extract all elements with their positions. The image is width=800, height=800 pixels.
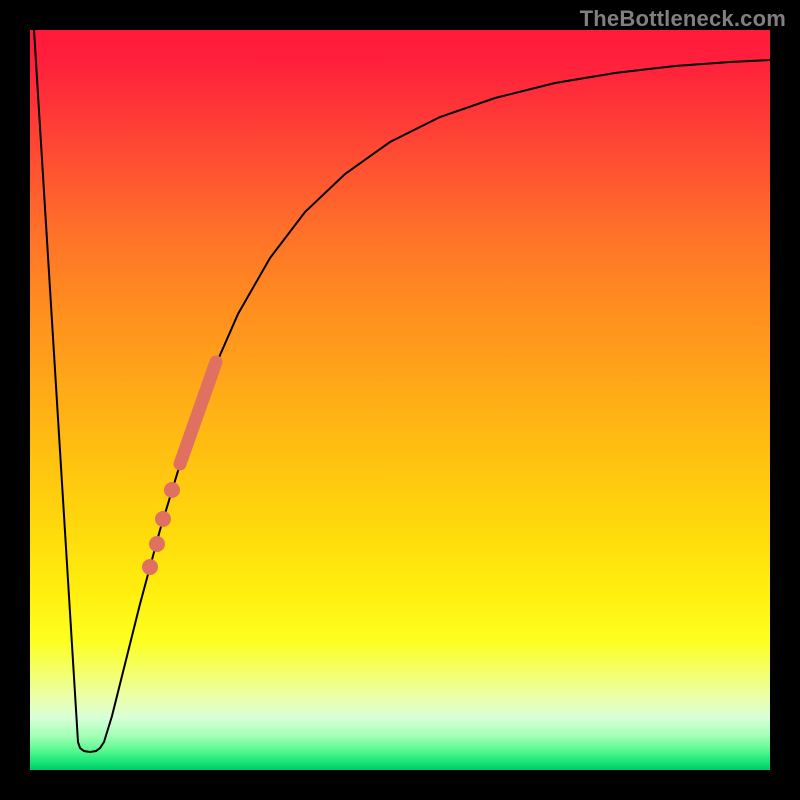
chart-root: TheBottleneck.com bbox=[0, 0, 800, 800]
gradient-plot-area bbox=[30, 30, 770, 770]
site-watermark: TheBottleneck.com bbox=[580, 6, 786, 32]
gradient-rect bbox=[30, 30, 770, 770]
